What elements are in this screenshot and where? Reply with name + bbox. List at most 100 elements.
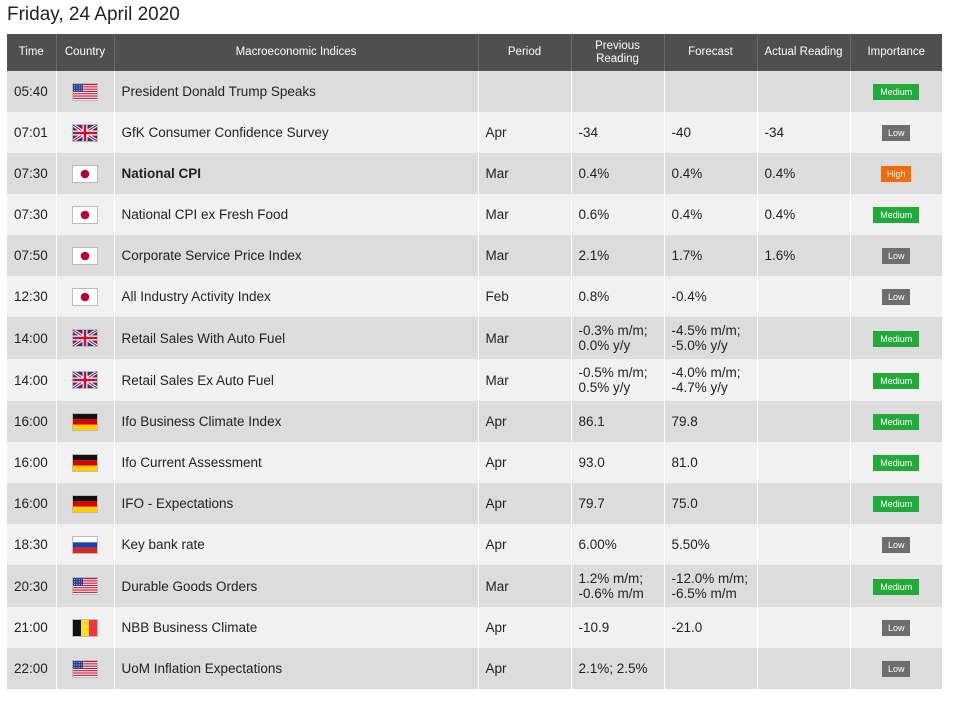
indicator-cell[interactable]: Ifo Business Climate Index <box>114 401 479 442</box>
importance-cell: Low <box>850 235 942 276</box>
period-cell: Apr <box>478 401 572 442</box>
importance-cell: Low <box>850 607 942 648</box>
header-previous[interactable]: Previous Reading <box>571 34 665 71</box>
previous-cell: 6.00% <box>571 524 665 565</box>
previous-cell: 0.8% <box>571 276 665 317</box>
period-cell: Mar <box>478 194 572 235</box>
indicator-cell[interactable]: NBB Business Climate <box>114 607 479 648</box>
table-body: 05:40 President Donald Trump Speaks Medium… <box>7 71 942 689</box>
importance-cell: Medium <box>850 194 942 235</box>
indicator-cell[interactable]: National CPI ex Fresh Food <box>114 194 479 235</box>
importance-badge: Low <box>882 537 911 553</box>
indicator-cell[interactable]: Ifo Current Assessment <box>114 442 479 483</box>
header-country[interactable]: Country <box>56 34 115 71</box>
uk-flag-icon <box>72 328 98 348</box>
table-row[interactable]: 18:30 Key bank rate Apr 6.00% 5.50% Low <box>7 524 942 565</box>
time-cell: 05:40 <box>7 71 57 112</box>
actual-cell <box>757 442 851 483</box>
importance-cell: Medium <box>850 71 942 112</box>
indicator-cell[interactable]: President Donald Trump Speaks <box>114 71 479 112</box>
uk-flag-icon <box>72 370 98 390</box>
forecast-cell <box>664 71 758 112</box>
time-cell: 07:30 <box>7 194 57 235</box>
table-row[interactable]: 21:00 NBB Business Climate Apr -10.9 -21.0 Lo… <box>7 607 942 648</box>
indicator-cell[interactable]: Durable Goods Orders <box>114 565 479 607</box>
indicator-cell[interactable]: National CPI <box>114 153 479 194</box>
importance-cell: Medium <box>850 401 942 442</box>
time-cell: 07:50 <box>7 235 57 276</box>
header-actual[interactable]: Actual Reading <box>757 34 851 71</box>
indicator-cell[interactable]: Retail Sales Ex Auto Fuel <box>114 359 479 401</box>
forecast-cell-line: 79.8 <box>671 414 698 429</box>
table-row[interactable]: 20:30 Durable Goods Orders Mar 1.2% m/m; -0.… <box>7 565 942 607</box>
actual-cell <box>757 71 851 112</box>
indicator-cell[interactable]: UoM Inflation Expectations <box>114 648 479 689</box>
indicator-cell[interactable]: GfK Consumer Confidence Survey <box>114 112 479 153</box>
actual-cell <box>757 276 851 317</box>
previous-cell: 1.2% m/m; -0.6% m/m <box>571 565 665 607</box>
table-row[interactable]: 05:40 President Donald Trump Speaks Medium <box>7 71 942 112</box>
indicator-cell[interactable]: All Industry Activity Index <box>114 276 479 317</box>
header-period[interactable]: Period <box>478 34 572 71</box>
country-cell <box>56 317 115 359</box>
table-row[interactable]: 07:50 Corporate Service Price Index Mar 2.1… <box>7 235 942 276</box>
importance-badge: Medium <box>873 578 920 595</box>
header-time[interactable]: Time <box>7 34 57 71</box>
previous-cell-line: 93.0 <box>578 455 605 470</box>
importance-badge: Medium <box>873 372 920 389</box>
indicator-cell[interactable]: Key bank rate <box>114 524 479 565</box>
importance-badge: Low <box>882 248 911 264</box>
previous-cell: 86.1 <box>571 401 665 442</box>
period-cell: Mar <box>478 359 572 401</box>
actual-cell <box>757 565 851 607</box>
importance-badge: High <box>881 166 912 182</box>
actual-cell: 0.4% <box>757 153 851 194</box>
previous-cell-line: 0.8% <box>578 289 610 304</box>
table-row[interactable]: 16:00 IFO - Expectations Apr 79.7 75.0 Medium <box>7 483 942 524</box>
country-cell <box>56 359 115 401</box>
table-row[interactable]: 07:30 National CPI ex Fresh Food Mar 0.6% 0.… <box>7 194 942 235</box>
table-row[interactable]: 07:01 GfK Consumer Confidence Survey Apr -… <box>7 112 942 153</box>
period-cell: Apr <box>478 483 572 524</box>
table-row[interactable]: 12:30 All Industry Activity Index Feb 0.8% -… <box>7 276 942 317</box>
header-indices[interactable]: Macroeconomic Indices <box>114 34 479 71</box>
actual-cell: -34 <box>757 112 851 153</box>
forecast-cell-line: -4.0% m/m; <box>671 365 741 380</box>
forecast-cell: -4.5% m/m; -5.0% y/y <box>664 317 758 359</box>
economic-calendar-table: Time Country Macroeconomic Indices Perio… <box>7 34 942 689</box>
previous-cell: 2.1% <box>571 235 665 276</box>
period-cell: Apr <box>478 524 572 565</box>
table-row[interactable]: 07:30 National CPI Mar 0.4% 0.4% 0.4% High <box>7 153 942 194</box>
table-row[interactable]: 22:00 UoM Inflation Expectations Apr 2.1%; … <box>7 648 942 689</box>
forecast-cell: 75.0 <box>664 483 758 524</box>
header-importance[interactable]: Importance <box>850 34 942 71</box>
japan-flag-icon <box>73 247 97 264</box>
country-cell <box>56 276 115 317</box>
importance-cell: Low <box>850 648 942 689</box>
country-cell <box>56 565 115 607</box>
table-row[interactable]: 14:00 Retail Sales Ex Auto Fuel Mar -0.5% … <box>7 359 942 401</box>
table-row[interactable]: 14:00 Retail Sales With Auto Fuel Mar -0.3… <box>7 317 942 359</box>
forecast-cell-line: -40 <box>671 125 692 140</box>
previous-cell-line: 79.7 <box>578 496 605 511</box>
country-cell <box>56 483 115 524</box>
table-row[interactable]: 16:00 Ifo Business Climate Index Apr 86.1 79… <box>7 401 942 442</box>
forecast-cell: -4.0% m/m; -4.7% y/y <box>664 359 758 401</box>
time-cell: 07:30 <box>7 153 57 194</box>
japan-flag-icon <box>73 288 97 305</box>
indicator-cell[interactable]: IFO - Expectations <box>114 483 479 524</box>
country-cell <box>56 648 115 689</box>
period-cell: Apr <box>478 442 572 483</box>
indicator-cell[interactable]: Retail Sales With Auto Fuel <box>114 317 479 359</box>
forecast-cell-line: 5.50% <box>671 537 710 552</box>
table-row[interactable]: 16:00 Ifo Current Assessment Apr 93.0 81.0 Me… <box>7 442 942 483</box>
previous-cell-line: -10.9 <box>578 620 610 635</box>
indicator-cell[interactable]: Corporate Service Price Index <box>114 235 479 276</box>
uk-flag-icon <box>72 123 98 143</box>
importance-badge: Medium <box>873 414 920 430</box>
importance-badge: Low <box>882 289 911 305</box>
country-cell <box>56 112 115 153</box>
time-cell: 21:00 <box>7 607 57 648</box>
actual-cell <box>757 359 851 401</box>
header-forecast[interactable]: Forecast <box>664 34 758 71</box>
